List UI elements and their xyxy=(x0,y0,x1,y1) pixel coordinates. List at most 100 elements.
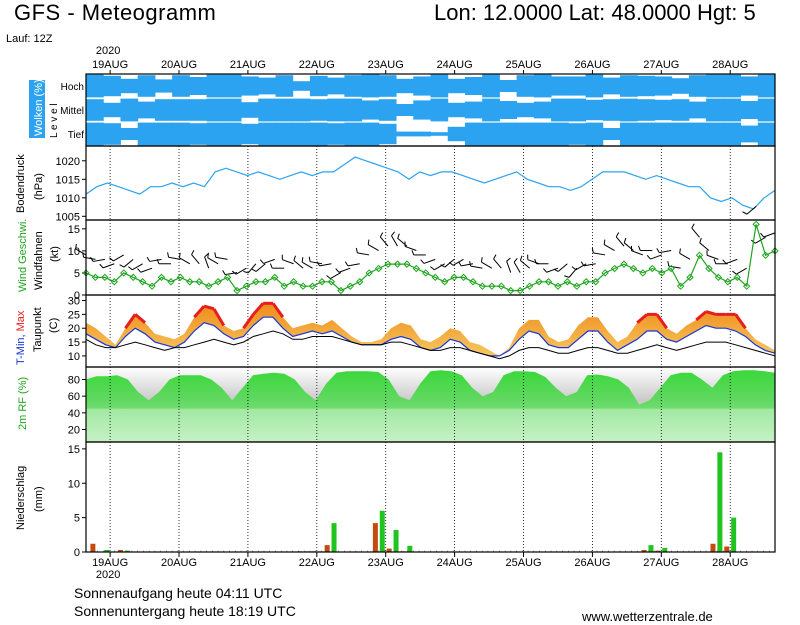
cloud-cover-block xyxy=(206,74,225,98)
precip-bar xyxy=(104,549,110,552)
wind-barb-flag xyxy=(534,258,537,264)
cloud-cover-block xyxy=(619,75,638,97)
y-tick-label: 1020 xyxy=(56,156,80,168)
wind-barb-flag xyxy=(411,250,415,256)
cloud-cover-block xyxy=(154,99,173,121)
wind-speed-point xyxy=(308,282,317,290)
wind-barb xyxy=(149,258,162,262)
cloud-cover-block xyxy=(551,98,569,122)
cloud-cover-block xyxy=(137,122,156,146)
wind-barb-flag xyxy=(699,237,702,243)
date-bottom-label: 27AUG xyxy=(643,557,679,569)
wind-barb-flag xyxy=(259,259,264,264)
wind-barb-flag xyxy=(667,261,670,267)
cloud-cover-block xyxy=(396,104,414,116)
temp-unit-label: (C) xyxy=(48,318,60,333)
cloud-cover-block xyxy=(706,98,724,122)
wind-barb-flag xyxy=(742,211,748,215)
cloud-cover-block xyxy=(309,99,328,121)
wind-barb-flag xyxy=(542,268,548,273)
wind-barb-flag xyxy=(603,239,606,245)
cloud-cover-block xyxy=(86,74,104,98)
wind-speed-point xyxy=(195,278,203,286)
cloud-cover-block xyxy=(309,75,328,97)
precip-bar xyxy=(379,510,385,552)
cloud-cover-block xyxy=(671,99,690,121)
cloud-cover-block xyxy=(120,78,139,94)
wind-speed-point xyxy=(629,264,638,273)
wind-speed-point xyxy=(676,282,685,290)
wind-barb xyxy=(434,263,445,271)
website-link[interactable]: www.wetterzentrale.de xyxy=(582,609,713,624)
temp-max-segment xyxy=(193,305,206,319)
date-bottom-label: 28AUG xyxy=(712,557,748,569)
precip-bar xyxy=(393,530,399,552)
y-tick-label: 15 xyxy=(68,444,80,456)
wind-barb-flag xyxy=(308,256,311,262)
wind-barb-flag xyxy=(469,261,472,267)
y-tick-label: 0 xyxy=(74,290,80,302)
level-axis-label: L e v e l xyxy=(49,103,60,138)
cloud-cover-block xyxy=(499,80,518,92)
wind-speed-point xyxy=(138,278,147,286)
cloud-cover-block xyxy=(723,122,742,146)
wind-speed-point xyxy=(120,269,128,277)
wind-barb-flag xyxy=(691,223,695,229)
cloud-cover-block xyxy=(671,78,690,94)
cloud-cover-block xyxy=(602,128,621,140)
cloud-cover-block xyxy=(103,102,121,118)
wind-barb xyxy=(263,258,275,264)
precip-bar xyxy=(717,452,723,552)
wind-speed-point xyxy=(516,286,524,295)
cloud-cover-block xyxy=(292,81,311,91)
wind-barb-flag xyxy=(119,264,125,268)
precip-bar xyxy=(724,546,730,552)
wind-speed-point xyxy=(337,286,345,295)
cloud-cover-block xyxy=(447,78,466,94)
cloud-cover-block xyxy=(430,74,449,98)
run-label: Lauf: 12Z xyxy=(6,33,53,45)
cloud-cover-block xyxy=(757,98,776,122)
chart-title: GFS - Meteogramm xyxy=(14,0,217,25)
wind-barb xyxy=(293,260,304,269)
wind-speed-point xyxy=(733,273,741,282)
wind-speed-point xyxy=(271,273,279,282)
cloud-cover-block xyxy=(602,99,621,121)
sunrise-text: Sonnenaufgang heute 04:11 UTC xyxy=(74,585,283,601)
wind-speed-point xyxy=(686,273,694,282)
wind-barb xyxy=(506,261,512,273)
cloud-cover-block xyxy=(740,101,759,119)
cloud-cover-block xyxy=(327,77,345,95)
wind-barb xyxy=(338,267,351,273)
wind-speed-point xyxy=(110,278,119,286)
wind-speed-point xyxy=(658,269,666,277)
wind-barb xyxy=(493,258,502,269)
wind-barb xyxy=(631,250,644,256)
wind-speed-point xyxy=(497,282,505,290)
cloud-cover-block xyxy=(757,122,776,146)
wind-barb xyxy=(379,236,389,247)
wind-barb-flag xyxy=(448,261,454,266)
cloud-cover-block xyxy=(464,101,483,119)
wind-speed-point xyxy=(714,273,723,282)
y-tick-label: 5 xyxy=(74,268,80,280)
cloud-cover-block xyxy=(688,101,707,119)
wind-barb xyxy=(347,263,360,267)
date-bottom-label: 25AUG xyxy=(505,557,541,569)
temp-max-segment xyxy=(734,313,747,330)
wind-speed-point xyxy=(450,273,458,282)
cloud-cover-block xyxy=(551,76,569,96)
wind-barb xyxy=(691,227,700,238)
date-top-label: 25AUG xyxy=(505,59,541,71)
wind-barb-flag xyxy=(513,257,518,263)
wind-speed-point xyxy=(356,278,364,286)
cloud-cover-block xyxy=(637,122,655,146)
wind-barb xyxy=(140,267,153,273)
wind-speed-point xyxy=(573,282,581,290)
cloud-cover-block xyxy=(361,74,380,98)
wind-barb xyxy=(282,259,294,265)
cloud-cover-block xyxy=(654,76,673,96)
cloud-cover-block xyxy=(137,75,156,97)
cloud-cover-block xyxy=(223,74,242,98)
y-tick-label: 10 xyxy=(68,478,80,490)
